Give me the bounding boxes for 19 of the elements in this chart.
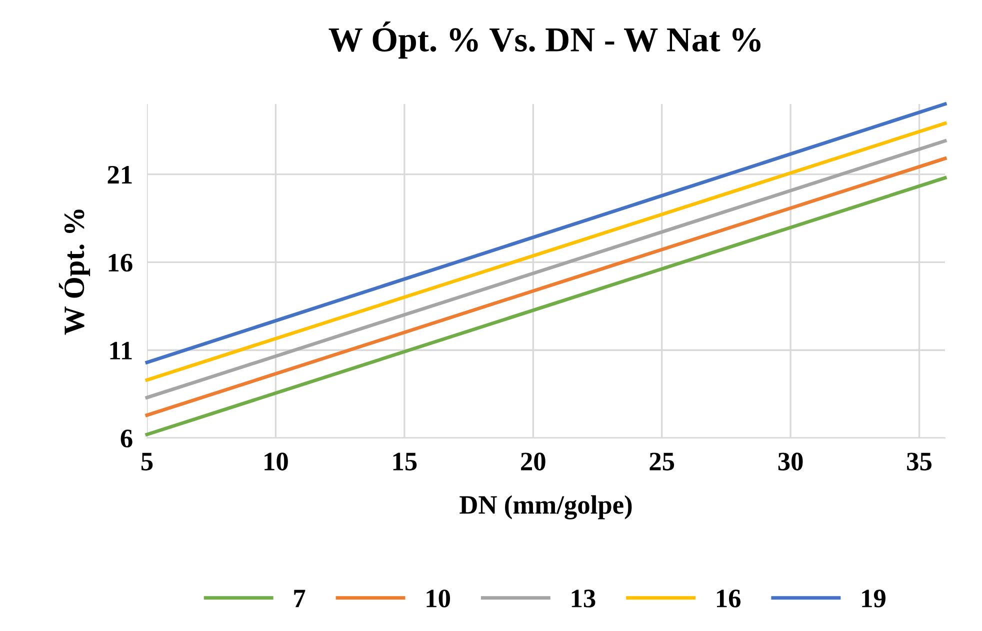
- legend-label: 10: [426, 590, 450, 608]
- legend-label: 16: [717, 590, 741, 608]
- y-tick-label: 6: [120, 430, 132, 448]
- chart-title: W Ópt. % Vs. DN - W Nat %: [328, 22, 760, 59]
- legend-label: 13: [572, 590, 596, 608]
- x-axis-title: DN (mm/golpe): [460, 495, 632, 520]
- legend-label: 19: [862, 590, 886, 608]
- y-axis-title: W Ópt. %: [58, 210, 90, 335]
- y-tick-label: 16: [108, 254, 132, 272]
- y-tick-label: 11: [110, 342, 132, 360]
- y-tick-label: 21: [108, 166, 132, 184]
- legend-label: 7: [294, 590, 306, 608]
- x-tick-label: 25: [650, 452, 674, 470]
- x-tick-label: 15: [393, 452, 417, 470]
- x-tick-label: 5: [141, 452, 153, 470]
- x-tick-label: 35: [907, 452, 932, 470]
- x-tick-label: 20: [521, 452, 546, 470]
- x-tick-label: 30: [778, 452, 803, 470]
- x-tick-label: 10: [264, 452, 288, 470]
